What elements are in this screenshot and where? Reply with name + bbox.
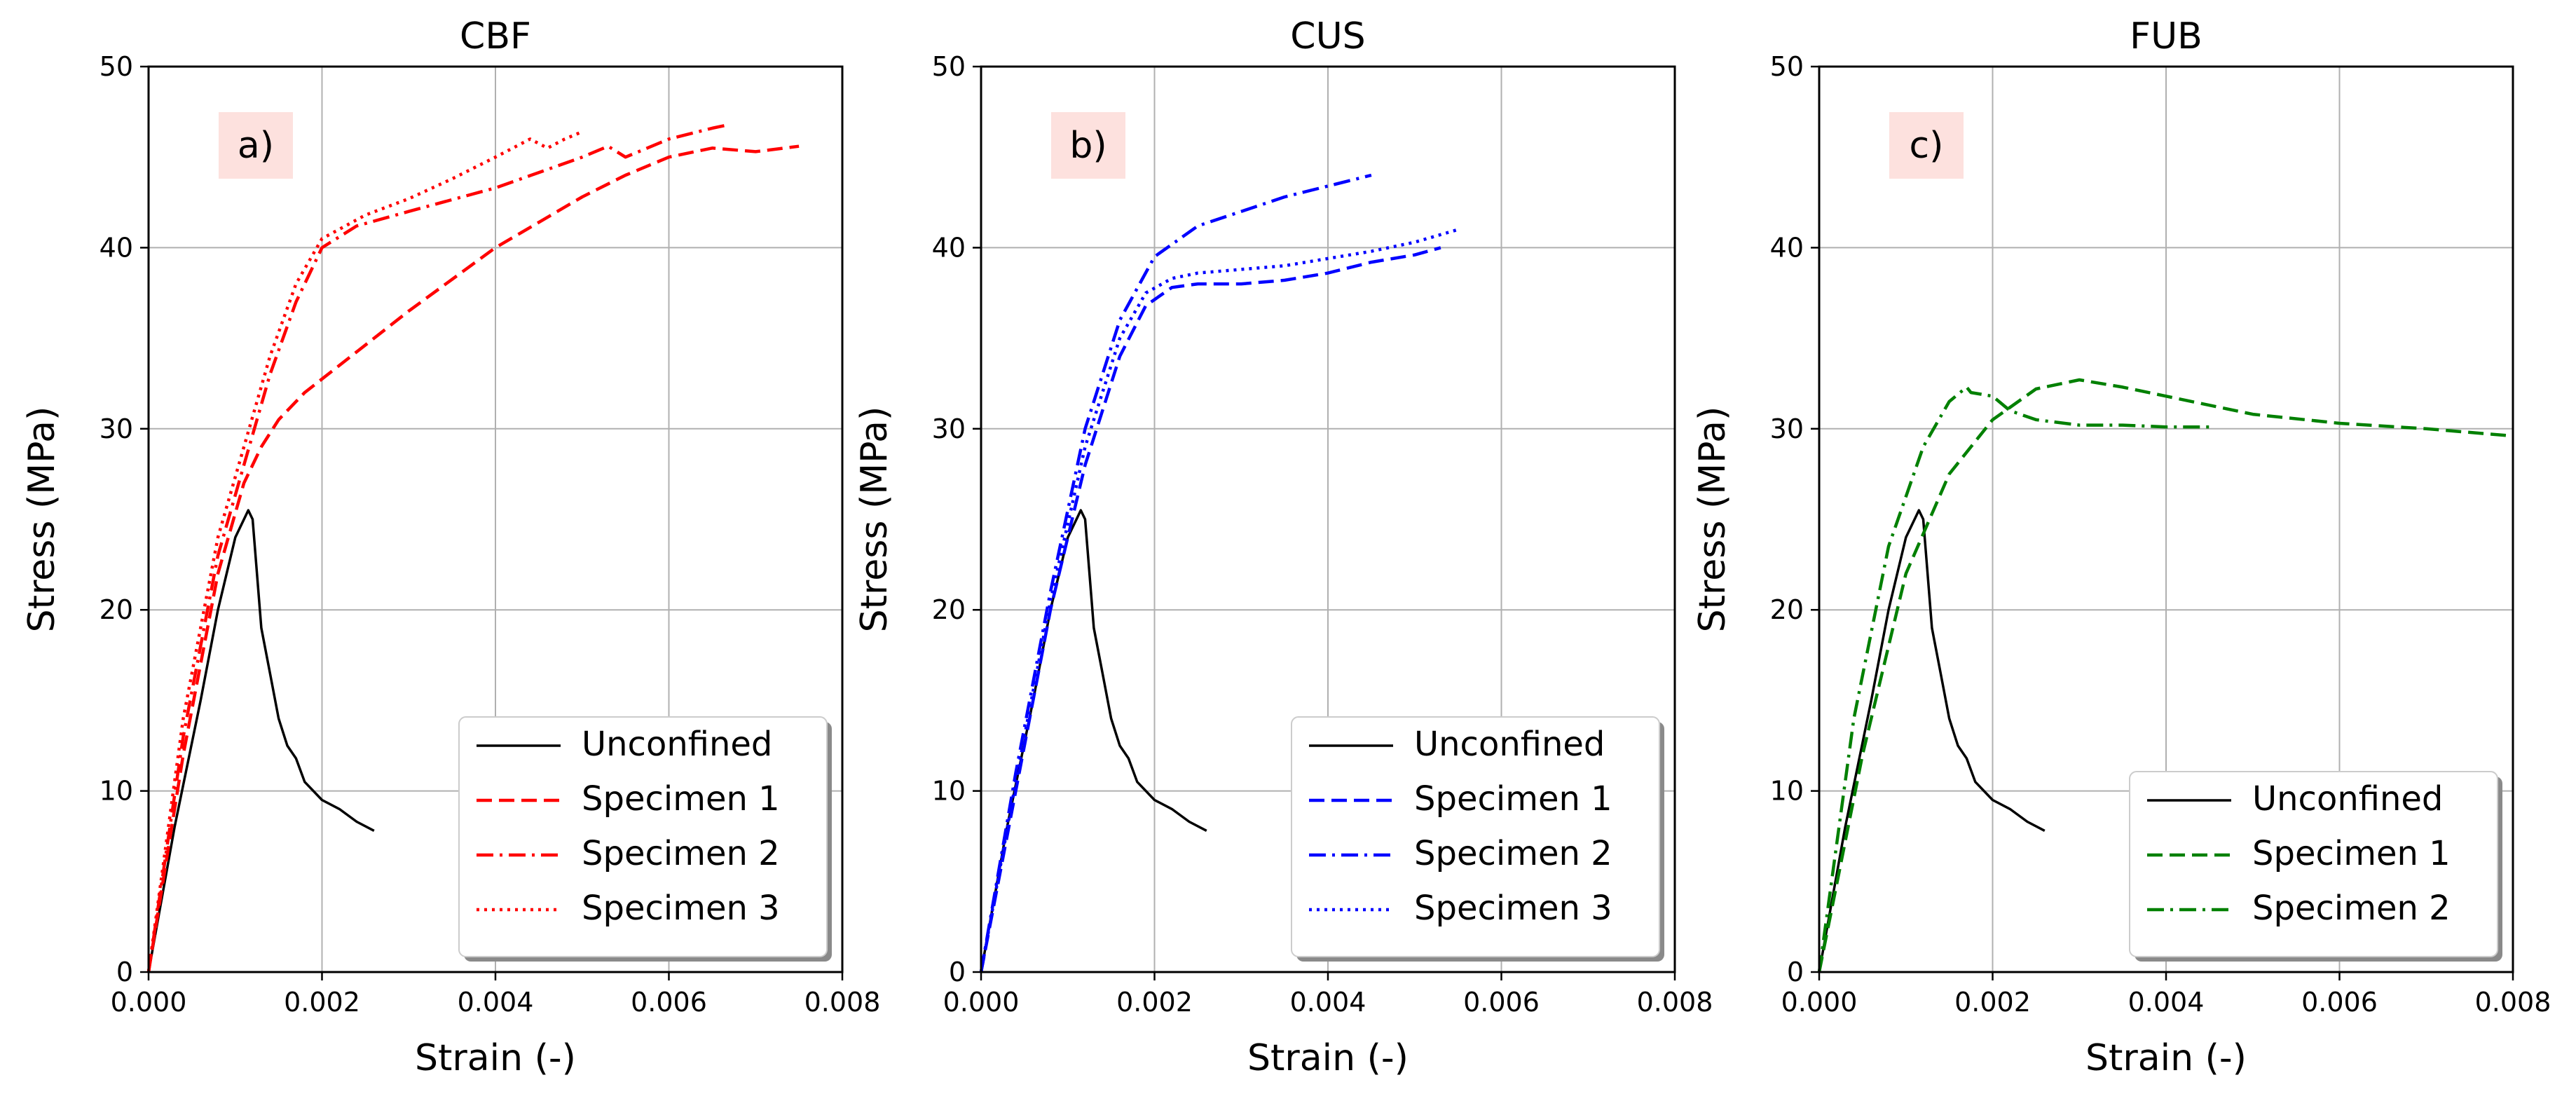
legend-label: Unconfined [1414,725,1605,764]
legend-box [1291,716,1660,957]
legend-label: Specimen 3 [582,889,780,928]
y-tick-label: 30 [100,413,133,444]
y-tick-label: 30 [932,413,966,444]
panel-tag-label: a) [238,125,274,167]
legend-label: Specimen 1 [1414,779,1612,819]
legend: Unconfined Specimen 1 Specimen 2 [2129,771,2502,962]
y-tick-label: 50 [1770,51,1804,82]
y-tick-label: 40 [932,232,966,263]
series-line-specimen-1 [1817,378,2514,973]
y-axis-label: Stress (MPa) [21,406,63,633]
panel-cus: b) 0.000 0.002 0.004 0.006 0.008 0 10 20 30 40 50 CU… [854,15,1713,1079]
y-tick-label: 10 [1770,776,1804,807]
x-tick-label: 0.008 [804,987,881,1018]
chart-title: FUB [2130,15,2202,57]
x-tick-label: 0.002 [284,987,360,1018]
series-line-specimen-2 [979,173,1372,973]
y-tick-label: 50 [932,51,966,82]
legend-label: Specimen 1 [582,779,780,819]
x-tick-label: 0.006 [631,987,707,1018]
series-line-specimen-1 [979,246,1441,973]
panel-tag-label: b) [1069,125,1107,167]
panel-tag-box [1889,112,1964,179]
series-line-specimen-3 [979,228,1459,973]
y-axis-label: Stress (MPa) [854,406,896,633]
panel-cbf: a) 0.000 0.002 0.004 0.006 0.008 0 10 20 30 40 50 CB… [21,15,880,1079]
panel-tag-box [219,112,293,179]
y-tick-label: 30 [1770,413,1804,444]
series-line-unconfined [1818,509,2046,973]
legend: Unconfined Specimen 1 Specimen 2 Specimen 3 [1291,716,1664,962]
y-tick-label: 20 [100,594,133,625]
legend-label: Specimen 2 [2252,889,2451,928]
x-tick-label: 0.000 [1781,987,1858,1018]
series-line-unconfined [147,509,375,973]
chart-title: CBF [460,15,531,57]
x-axis-label: Strain (-) [2085,1037,2247,1079]
y-tick-label: 20 [1770,594,1804,625]
x-axis-label: Strain (-) [415,1037,576,1079]
y-tick-label: 20 [932,594,966,625]
series-line-unconfined [980,509,1207,973]
x-tick-label: 0.000 [111,987,187,1018]
y-tick-label: 10 [100,776,133,807]
legend-label: Specimen 3 [1414,889,1612,928]
legend-label: Specimen 2 [1414,834,1612,873]
series-line-specimen-3 [146,130,583,973]
x-axis-label: Strain (-) [1247,1037,1409,1079]
panel-tag: b) [1051,112,1125,179]
legend: Unconfined Specimen 1 Specimen 2 Specimen 3 [458,716,832,962]
legend-label: Specimen 2 [582,834,780,873]
y-axis-label: Stress (MPa) [1692,406,1734,633]
panel-tag-box [1051,112,1125,179]
series-line-specimen-1 [146,144,800,973]
y-tick-label: 40 [1770,232,1804,263]
panel-tag: a) [219,112,293,179]
panel-tag-label: c) [1910,125,1944,167]
x-tick-label: 0.002 [1116,987,1193,1018]
series-line-specimen-2 [146,123,730,973]
chart-title: CUS [1290,15,1365,57]
x-tick-label: 0.002 [1954,987,2031,1018]
x-tick-label: 0.006 [2301,987,2378,1018]
y-tick-label: 40 [100,232,133,263]
legend-label: Unconfined [582,725,772,764]
legend-label: Unconfined [2252,779,2443,819]
y-tick-label: 0 [116,957,133,987]
panel-fub: c) 0.000 0.002 0.004 0.006 0.008 0 10 20 30 40 50 FU… [1692,15,2551,1079]
y-tick-label: 0 [949,957,966,987]
x-tick-label: 0.008 [1637,987,1713,1018]
x-tick-label: 0.000 [943,987,1020,1018]
x-tick-label: 0.006 [1463,987,1540,1018]
panel-tag: c) [1889,112,1964,179]
legend-box [458,716,828,957]
legend-label: Specimen 1 [2252,834,2451,873]
x-tick-label: 0.004 [458,987,534,1018]
y-tick-label: 10 [932,776,966,807]
x-tick-label: 0.008 [2475,987,2551,1018]
x-tick-label: 0.004 [2128,987,2205,1018]
y-tick-label: 0 [1787,957,1804,987]
x-tick-label: 0.004 [1290,987,1366,1018]
y-tick-label: 50 [100,51,133,82]
